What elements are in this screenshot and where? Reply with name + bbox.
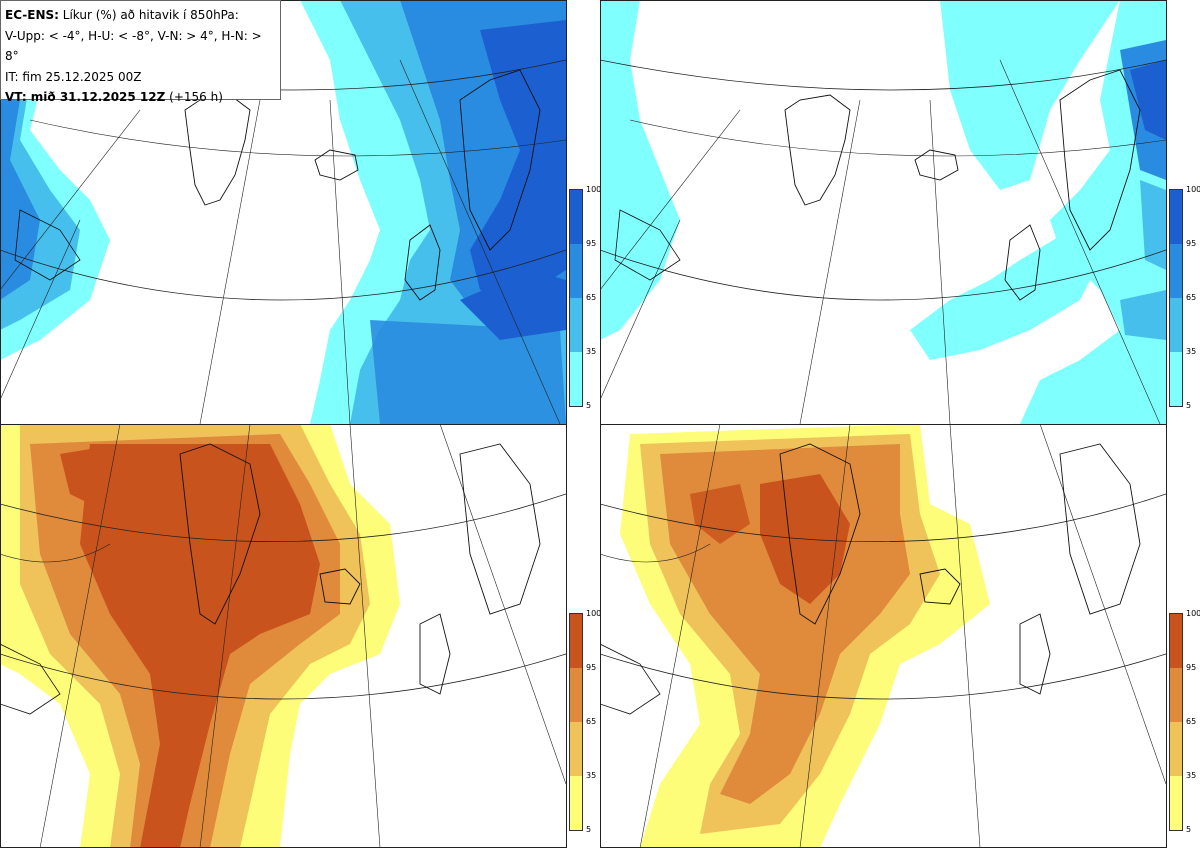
colorbar-seg-2 (570, 298, 582, 352)
colorbar-tick-label: 95 (586, 663, 597, 672)
colorbar-seg-1 (1170, 352, 1182, 406)
colorbar-tick-label: 35 (1186, 347, 1197, 356)
colorbar-tick-label: 65 (586, 717, 597, 726)
colorbar-tick-label: 65 (1186, 293, 1197, 302)
colorbar-tick-label: 5 (1186, 825, 1192, 834)
colorbar-seg-4 (1170, 190, 1182, 244)
colorbar-tick-label: 100 (586, 185, 600, 194)
title-text: Líkur (%) að hitavik í 850hPa: (62, 8, 239, 22)
colorbar-seg-4 (570, 614, 582, 668)
colorbar-tick-label: 5 (586, 825, 592, 834)
probability-map (600, 0, 1166, 424)
colorbar-seg-2 (1170, 298, 1182, 352)
threshold-legend: V-Upp: < -4°, H-U: < -8°, V-N: > 4°, H-N… (5, 28, 262, 64)
colorbar-tick-label: 35 (1186, 771, 1197, 780)
colorbar-seg-3 (1170, 668, 1182, 722)
colorbar-tick-label: 95 (1186, 239, 1197, 248)
map-panel-cold-weak: 100 95 65 35 5 (0, 0, 600, 424)
colorbar-seg-1 (1170, 776, 1182, 830)
probability-map (0, 424, 566, 848)
colorbar-tick-label: 5 (1186, 401, 1192, 410)
colorbar-tick-label: 35 (586, 347, 597, 356)
forecast-offset: (+156 h) (169, 90, 223, 104)
colorbar-tick-label: 100 (586, 609, 600, 618)
colorbar-tick-label: 95 (586, 239, 597, 248)
colorbar-seg-2 (1170, 722, 1182, 776)
colorbar-tick-label: 35 (586, 771, 597, 780)
colorbar-tick-label: 65 (586, 293, 597, 302)
colorbar: 100 95 65 35 5 (1169, 186, 1200, 410)
colorbar-seg-3 (1170, 244, 1182, 298)
colorbar-tick-label: 95 (1186, 663, 1197, 672)
colorbar-tick-label: 100 (1186, 609, 1200, 618)
map-panel-cold-strong: 100 95 65 35 5 (600, 0, 1200, 424)
probability-map (0, 0, 566, 424)
colorbar-seg-3 (570, 244, 582, 298)
map-panel-warm-weak: 100 95 65 35 5 (0, 424, 600, 848)
valid-time-line: VT: mið 31.12.2025 12Z (+156 h) (5, 87, 276, 108)
colorbar-seg-1 (570, 776, 582, 830)
colorbar-seg-3 (570, 668, 582, 722)
colorbar-seg-4 (570, 190, 582, 244)
title-line: EC-ENS: Líkur (%) að hitavik í 850hPa: (5, 5, 276, 26)
colorbar-tick-label: 65 (1186, 717, 1197, 726)
colorbar-seg-2 (570, 722, 582, 776)
colorbar: 100 95 65 35 5 (569, 610, 600, 834)
colorbar-seg-4 (1170, 614, 1182, 668)
colorbar: 100 95 65 35 5 (569, 186, 600, 410)
valid-time: VT: mið 31.12.2025 12Z (5, 90, 166, 104)
colorbar-tick-label: 100 (1186, 185, 1200, 194)
probability-map (600, 424, 1166, 848)
info-box: EC-ENS: Líkur (%) að hitavik í 850hPa: V… (0, 0, 281, 104)
model-label: EC-ENS: (5, 8, 59, 22)
colorbar: 100 95 65 35 5 (1169, 610, 1200, 834)
init-time: IT: fim 25.12.2025 00Z (5, 69, 142, 84)
colorbar-tick-label: 5 (586, 401, 592, 410)
map-panel-warm-strong: 100 95 65 35 5 (600, 424, 1200, 848)
colorbar-seg-1 (570, 352, 582, 406)
